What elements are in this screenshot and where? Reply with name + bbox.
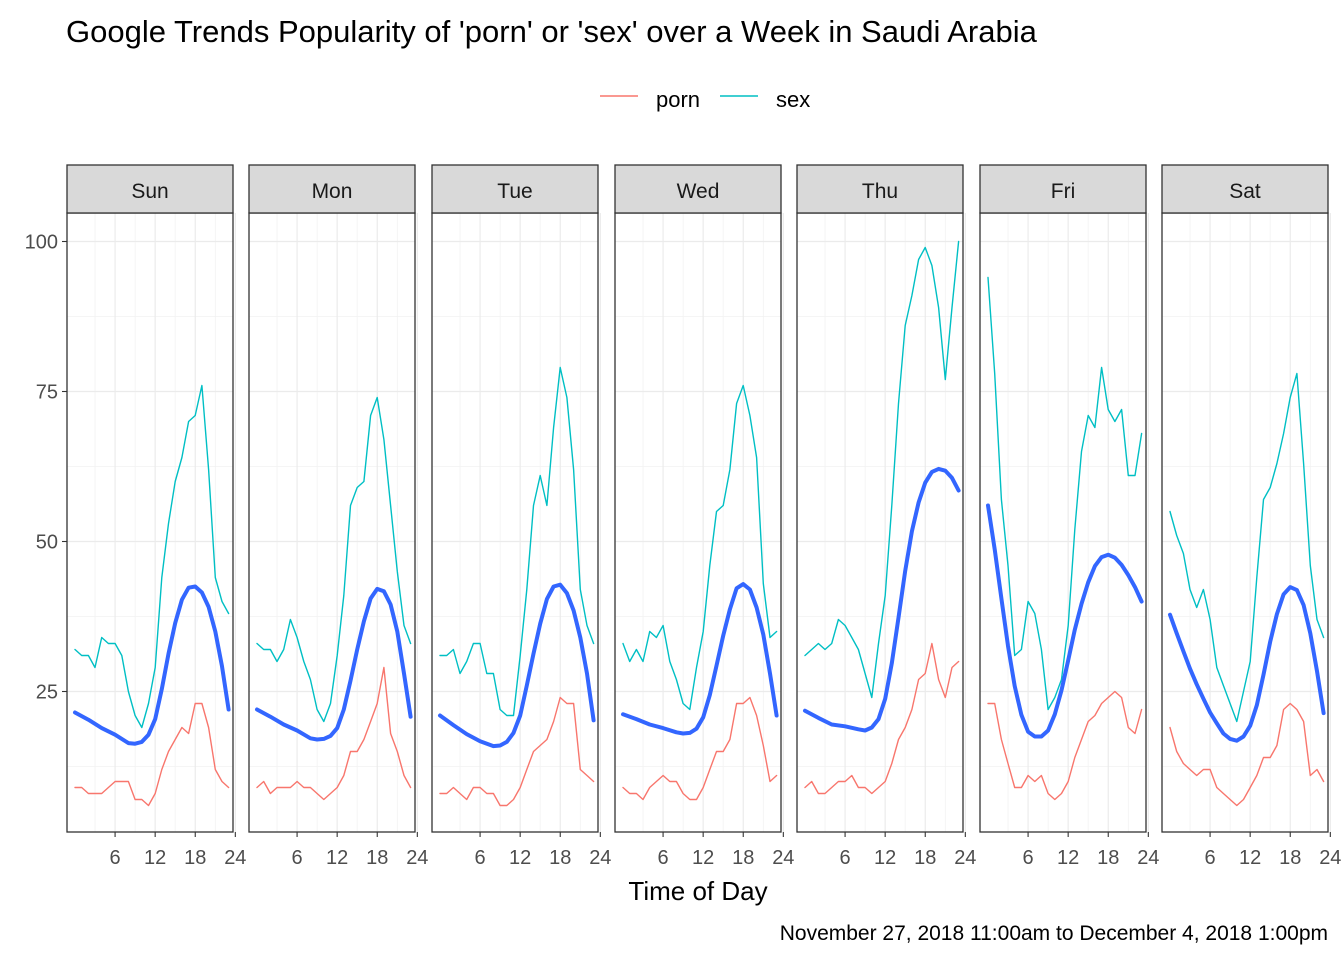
x-tick-label: 18: [184, 847, 206, 869]
sex-line-tue: [439, 366, 595, 717]
facet-strip: [248, 164, 416, 214]
chart-title: Google Trends Popularity of 'porn' or 's…: [66, 14, 1038, 49]
facet-label-thu: Thu: [862, 180, 898, 203]
sex-line-wed: [622, 384, 778, 711]
x-tick-label: 24: [954, 847, 976, 869]
y-tick-label: 50: [36, 532, 58, 554]
facet-panel-thu: Thu 6 12 18 24: [796, 164, 976, 869]
x-tick-label: 18: [732, 847, 754, 869]
x-tick-label: 18: [366, 847, 388, 869]
x-axis-title: Time of Day: [628, 876, 767, 906]
facet-panel-sat: Sat 6 12 18 24: [1161, 164, 1341, 869]
facet-panels: Sun 6 12 18 24 Mon 6 12 18 24 Tue 6 12 18 24 Wed 6 12 18 24…: [66, 164, 1341, 869]
x-tick-label: 24: [224, 847, 246, 869]
panel-background: [249, 213, 415, 832]
panel-background: [980, 213, 1146, 832]
facet-strip: [431, 164, 599, 214]
smooth-line-fri: [986, 503, 1144, 739]
x-tick-label: 6: [840, 847, 851, 869]
x-tick-label: 6: [292, 847, 303, 869]
x-tick-label: 12: [874, 847, 896, 869]
porn-line-sat: [1169, 702, 1325, 807]
smooth-line-tue: [438, 582, 596, 749]
caption: November 27, 2018 11:00am to December 4,…: [780, 922, 1328, 945]
porn-line-mon: [256, 666, 412, 801]
panel-background: [615, 213, 781, 832]
facet-strip: [614, 164, 782, 214]
facet-panel-tue: Tue 6 12 18 24: [431, 164, 611, 869]
facet-strip: [796, 164, 964, 214]
smooth-line-sat: [1168, 585, 1326, 743]
facet-label-wed: Wed: [677, 180, 720, 203]
legend: porn sex: [600, 87, 810, 112]
sex-line-sat: [1169, 372, 1325, 723]
x-tick-label: 12: [144, 847, 166, 869]
x-tick-label: 18: [1279, 847, 1301, 869]
x-tick-label: 6: [475, 847, 486, 869]
x-tick-label: 6: [658, 847, 669, 869]
facet-panel-fri: Fri 6 12 18 24: [979, 164, 1159, 869]
panel-background: [1162, 213, 1328, 832]
sex-line-sun: [74, 384, 230, 729]
legend-label-sex: sex: [776, 87, 810, 112]
facet-panel-mon: Mon 6 12 18 24: [248, 164, 428, 869]
sex-line-mon: [256, 396, 412, 723]
x-tick-label: 12: [692, 847, 714, 869]
x-tick-label: 12: [1239, 847, 1261, 869]
x-tick-label: 24: [589, 847, 611, 869]
y-tick-label: 100: [25, 232, 58, 254]
facet-label-sat: Sat: [1229, 180, 1261, 203]
smooth-line-sun: [73, 584, 231, 746]
x-tick-label: 18: [549, 847, 571, 869]
x-tick-label: 12: [509, 847, 531, 869]
smooth-line-wed: [621, 582, 779, 736]
porn-line-tue: [439, 696, 595, 807]
panel-background: [432, 213, 598, 832]
sex-line-fri: [987, 276, 1143, 711]
y-tick-label: 25: [36, 682, 58, 704]
x-tick-label: 6: [1023, 847, 1034, 869]
x-tick-label: 18: [1097, 847, 1119, 869]
facet-panel-wed: Wed 6 12 18 24: [614, 164, 794, 869]
x-tick-label: 18: [914, 847, 936, 869]
x-tick-label: 24: [1137, 847, 1159, 869]
porn-line-thu: [804, 642, 960, 795]
x-tick-label: 6: [1205, 847, 1216, 869]
facet-strip: [1161, 164, 1329, 214]
x-tick-label: 24: [772, 847, 794, 869]
x-tick-label: 6: [110, 847, 121, 869]
x-tick-label: 24: [1319, 847, 1341, 869]
legend-label-porn: porn: [656, 87, 700, 112]
facet-label-tue: Tue: [497, 180, 532, 203]
x-tick-label: 12: [1057, 847, 1079, 869]
y-tick-label: 75: [36, 382, 58, 404]
facet-label-mon: Mon: [312, 180, 353, 203]
facet-strip: [979, 164, 1147, 214]
porn-line-wed: [622, 696, 778, 801]
smooth-line-thu: [803, 466, 961, 733]
facet-label-fri: Fri: [1051, 180, 1076, 203]
x-tick-label: 12: [326, 847, 348, 869]
smooth-line-mon: [255, 586, 413, 742]
y-axis: 25 50 75 100: [25, 232, 67, 704]
porn-line-fri: [987, 690, 1143, 801]
facet-label-sun: Sun: [131, 180, 168, 203]
panel-background: [67, 213, 233, 832]
facet-panel-sun: Sun 6 12 18 24: [66, 164, 246, 869]
sex-line-thu: [804, 240, 960, 699]
x-tick-label: 24: [406, 847, 428, 869]
porn-line-sun: [74, 702, 230, 807]
facet-strip: [66, 164, 234, 214]
